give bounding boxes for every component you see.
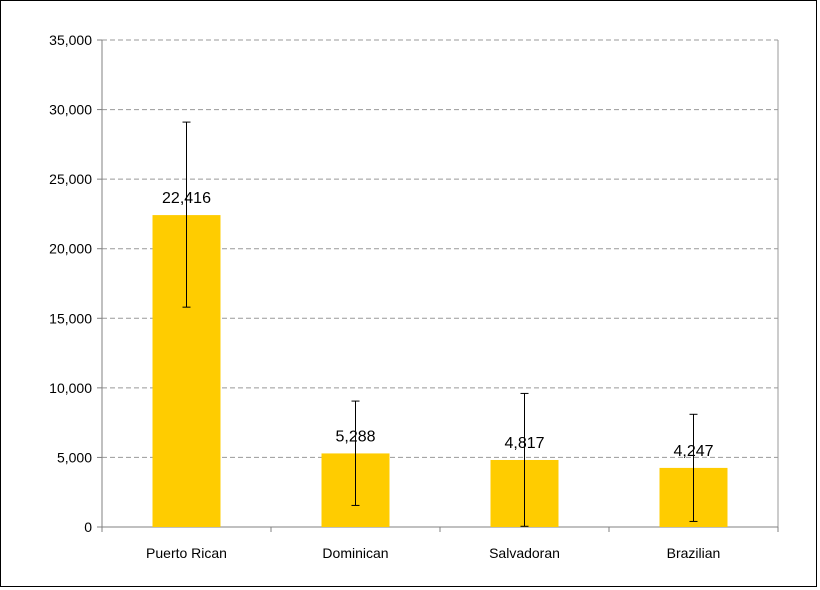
data-label: 5,288 bbox=[335, 428, 375, 445]
x-tick-label: Dominican bbox=[322, 545, 388, 561]
data-label: 22,416 bbox=[162, 190, 211, 207]
y-tick-label: 30,000 bbox=[49, 102, 92, 118]
x-tick-label: Brazilian bbox=[667, 545, 721, 561]
y-tick-label: 25,000 bbox=[49, 171, 92, 187]
y-tick-label: 15,000 bbox=[49, 310, 92, 326]
x-tick-label: Puerto Rican bbox=[146, 545, 227, 561]
labels: 0 5,000 10,000 15,000 20,000 25,000 30,000 35,0… bbox=[49, 32, 720, 561]
y-tick-label: 35,000 bbox=[49, 32, 92, 48]
y-tick-label: 20,000 bbox=[49, 241, 92, 257]
data-label: 4,817 bbox=[504, 435, 544, 452]
bars bbox=[152, 215, 728, 528]
y-tick-label: 5,000 bbox=[57, 449, 92, 465]
y-tick-label: 10,000 bbox=[49, 380, 92, 396]
x-tick-label: Salvadoran bbox=[489, 545, 560, 561]
data-label: 4,247 bbox=[673, 443, 713, 460]
error-bars bbox=[182, 121, 698, 527]
y-tick-label: 0 bbox=[84, 519, 92, 535]
